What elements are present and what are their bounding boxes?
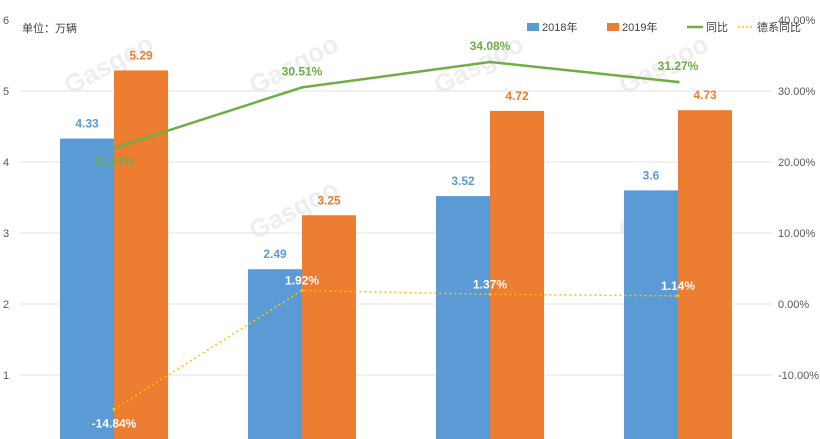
legend-label-1: 2019年 [622, 20, 657, 34]
bar-1-3 [678, 110, 732, 439]
y-right-tick-6: 40.00% [778, 15, 816, 27]
legend: 2018年 2019年 同比 德系同比 [527, 20, 801, 34]
y-left-tick-5: 5 [3, 86, 9, 98]
y-right-tick-1: -10.00% [778, 370, 819, 382]
unit-label: 单位：万辆 [22, 21, 77, 35]
bar-label-0-3: 3.6 [643, 168, 660, 182]
lines [112, 60, 680, 411]
legend-label-0: 2018年 [542, 20, 577, 34]
bar-label-1-3: 4.73 [693, 88, 717, 102]
legend-label-2: 同比 [706, 21, 728, 34]
y-right-tick-2: 0.00% [778, 299, 809, 311]
y-right-tick-5: 30.00% [778, 86, 816, 98]
bar-label-1-2: 4.72 [505, 89, 529, 103]
legend-swatch-1 [607, 23, 619, 31]
bar-0-3 [624, 190, 678, 439]
bar-label-1-1: 3.25 [317, 193, 341, 207]
y-left-tick-6: 6 [3, 15, 9, 27]
bar-1-2 [490, 110, 544, 439]
line-label-1-0: -14.84% [92, 416, 137, 430]
bar-0-2 [436, 196, 490, 439]
line-label-0-2: 34.08% [470, 39, 511, 53]
line-point-0-3 [676, 80, 680, 84]
line-point-1-3 [676, 294, 680, 298]
line-point-0-0 [112, 146, 116, 150]
y-left-tick-4: 4 [3, 157, 9, 169]
line-point-0-2 [488, 60, 492, 64]
y-left-tick-2: 2 [3, 299, 9, 311]
line-label-1-2: 1.37% [473, 277, 507, 291]
y-right-tick-4: 20.00% [778, 157, 816, 169]
line-label-0-1: 30.51% [282, 64, 323, 78]
bars [60, 70, 732, 439]
line-label-1-3: 1.14% [661, 279, 695, 293]
series-line-0 [113, 60, 679, 150]
bar-1-0 [114, 70, 168, 439]
line-point-1-1 [300, 288, 304, 292]
bar-label-1-0: 5.29 [129, 48, 153, 62]
legend-swatch-0 [527, 23, 539, 31]
bar-label-0-0: 4.33 [75, 117, 99, 131]
line-label-1-1: 1.92% [285, 273, 319, 287]
bar-0-1 [248, 269, 302, 439]
series-line-1 [113, 289, 679, 411]
line-point-1-2 [488, 292, 492, 296]
line-label-0-3: 31.27% [658, 59, 699, 73]
line-label-0-0: 21.97% [94, 155, 135, 169]
y-left-tick-3: 3 [3, 228, 9, 240]
bar-1-1 [302, 215, 356, 439]
y-left-tick-1: 1 [3, 370, 9, 382]
data-labels: 4.33 2.49 3.52 3.6 5.29 3.25 4.72 4.73 21.97% 30.… [75, 39, 717, 430]
line-point-1-0 [112, 407, 116, 411]
axes: 0123456-20.00%-10.00%0.00%10.00%20.00%30… [3, 15, 819, 382]
bar-label-0-1: 2.49 [263, 247, 287, 261]
line-point-0-1 [300, 85, 304, 89]
bar-0-0 [60, 138, 114, 439]
legend-label-3: 德系同比 [757, 20, 801, 34]
y-right-tick-3: 10.00% [778, 228, 816, 240]
bar-label-0-2: 3.52 [451, 174, 475, 188]
